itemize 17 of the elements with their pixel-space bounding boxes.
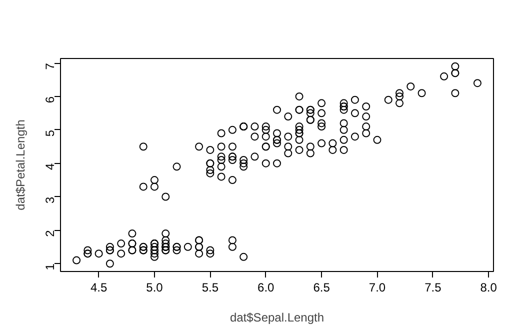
x-tick-label: 7.0: [368, 280, 386, 294]
x-tick-label: 7.5: [424, 280, 442, 294]
y-tick-label: 4: [43, 163, 57, 170]
y-tick-label: 5: [43, 130, 57, 137]
y-tick-label: 3: [43, 196, 57, 204]
x-tick-label: 4.5: [90, 280, 108, 294]
y-tick-label: 7: [43, 62, 57, 70]
y-axis-title: dat$Petal.Length: [14, 120, 28, 210]
y-tick-label: 6: [43, 96, 57, 104]
x-tick-label: 5.0: [146, 280, 164, 294]
x-tick-label: 6.5: [313, 280, 330, 294]
x-axis-title: dat$Sepal.Length: [230, 310, 324, 324]
y-tick-label: 1: [43, 263, 57, 270]
x-tick-label: 8.0: [480, 280, 498, 294]
y-tick-label: 2: [43, 230, 57, 237]
x-tick-label: 5.5: [202, 280, 219, 294]
x-tick-label: 6.0: [258, 280, 275, 294]
